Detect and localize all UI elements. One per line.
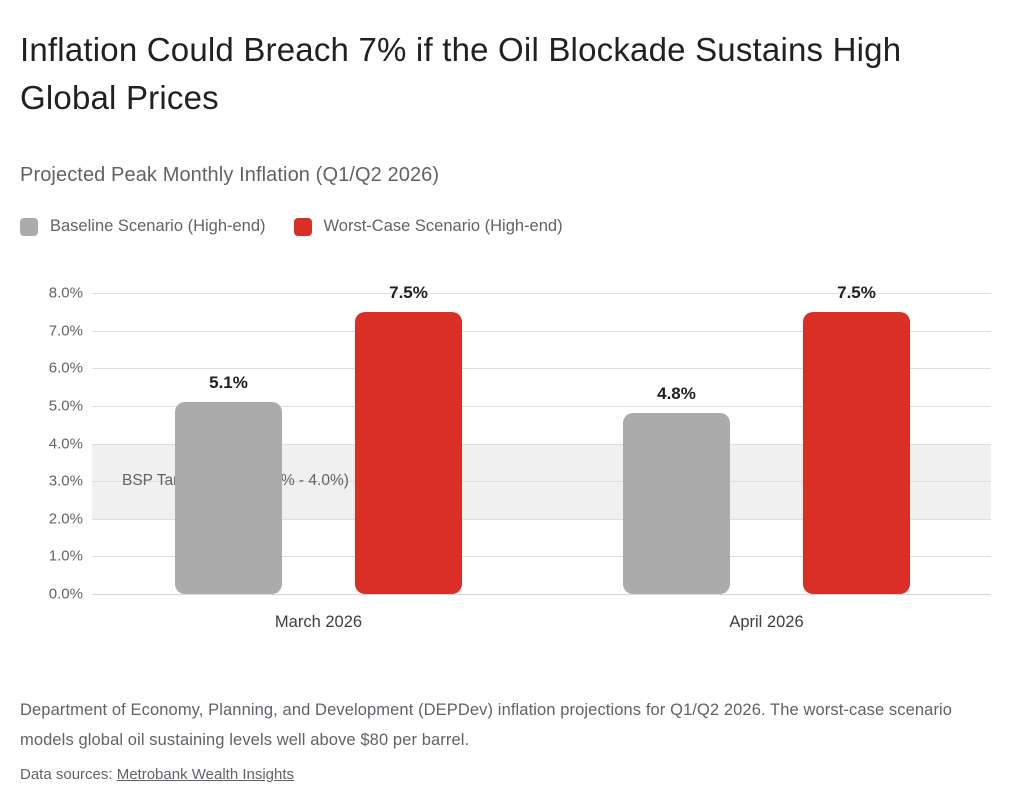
data-sources-link[interactable]: Metrobank Wealth Insights xyxy=(116,766,295,783)
gridline xyxy=(92,518,991,520)
legend-label: Baseline Scenario (High-end) xyxy=(50,217,266,235)
bar-value-label: 4.8% xyxy=(657,384,696,404)
plot-area: 8.0% 7.0% 6.0% 5.0% 4.0% 3.0% 2.0% 1.0% 0.0% BSP … xyxy=(49,283,991,603)
y-tick-label: 7.0% xyxy=(48,322,83,340)
bar-baseline-2 xyxy=(623,413,730,594)
y-tick-label: 8.0% xyxy=(48,284,83,302)
gridline xyxy=(92,405,991,407)
y-tick-label: 1.0% xyxy=(48,547,83,565)
y-tick-label: 0.0% xyxy=(48,585,83,603)
legend-swatch-icon xyxy=(293,217,312,236)
footnote: Department of Economy, Planning, and Dev… xyxy=(20,701,953,749)
chart-subtitle: Projected Peak Monthly Inflation (Q1/Q2 … xyxy=(20,164,440,186)
x-axis-label: March 2026 xyxy=(274,613,363,631)
bar-value-label: 7.5% xyxy=(389,282,428,302)
gridline xyxy=(92,368,991,370)
legend-swatch-icon xyxy=(20,217,38,236)
gridline xyxy=(92,481,991,483)
bar-worst-case-1 xyxy=(355,311,462,594)
bar-worst-case-2 xyxy=(803,311,910,594)
y-tick-label: 6.0% xyxy=(48,359,83,377)
gridline xyxy=(92,330,991,332)
gridline xyxy=(92,594,991,595)
x-axis-label: April 2026 xyxy=(729,613,804,631)
legend: Baseline Scenario (High-end) Worst-Case S… xyxy=(20,217,1004,236)
gridline xyxy=(92,556,991,558)
page-title: Inflation Could Breach 7% if the Oil Blo… xyxy=(20,31,902,116)
y-tick-label: 3.0% xyxy=(48,472,83,490)
legend-label: Worst-Case Scenario (High-end) xyxy=(323,217,563,235)
bar-baseline-1 xyxy=(175,402,282,594)
bar-value-label: 7.5% xyxy=(837,282,876,302)
y-tick-label: 2.0% xyxy=(48,510,83,528)
legend-item: Worst-Case Scenario (High-end) xyxy=(293,217,563,236)
gridline xyxy=(92,293,991,294)
data-sources: Data sources: Metrobank Wealth Insights xyxy=(20,766,1004,783)
data-sources-prefix: Data sources: xyxy=(20,766,117,783)
chart-card: Inflation Could Breach 7% if the Oil Blo… xyxy=(20,31,1004,783)
y-tick-label: 5.0% xyxy=(48,397,83,415)
legend-item: Baseline Scenario (High-end) xyxy=(20,217,266,236)
bar-value-label: 5.1% xyxy=(209,373,248,393)
y-tick-label: 4.0% xyxy=(48,435,83,452)
gridline xyxy=(92,443,991,445)
bar-chart: 8.0% 7.0% 6.0% 5.0% 4.0% 3.0% 2.0% 1.0% 0.0% BSP … xyxy=(20,283,1004,639)
